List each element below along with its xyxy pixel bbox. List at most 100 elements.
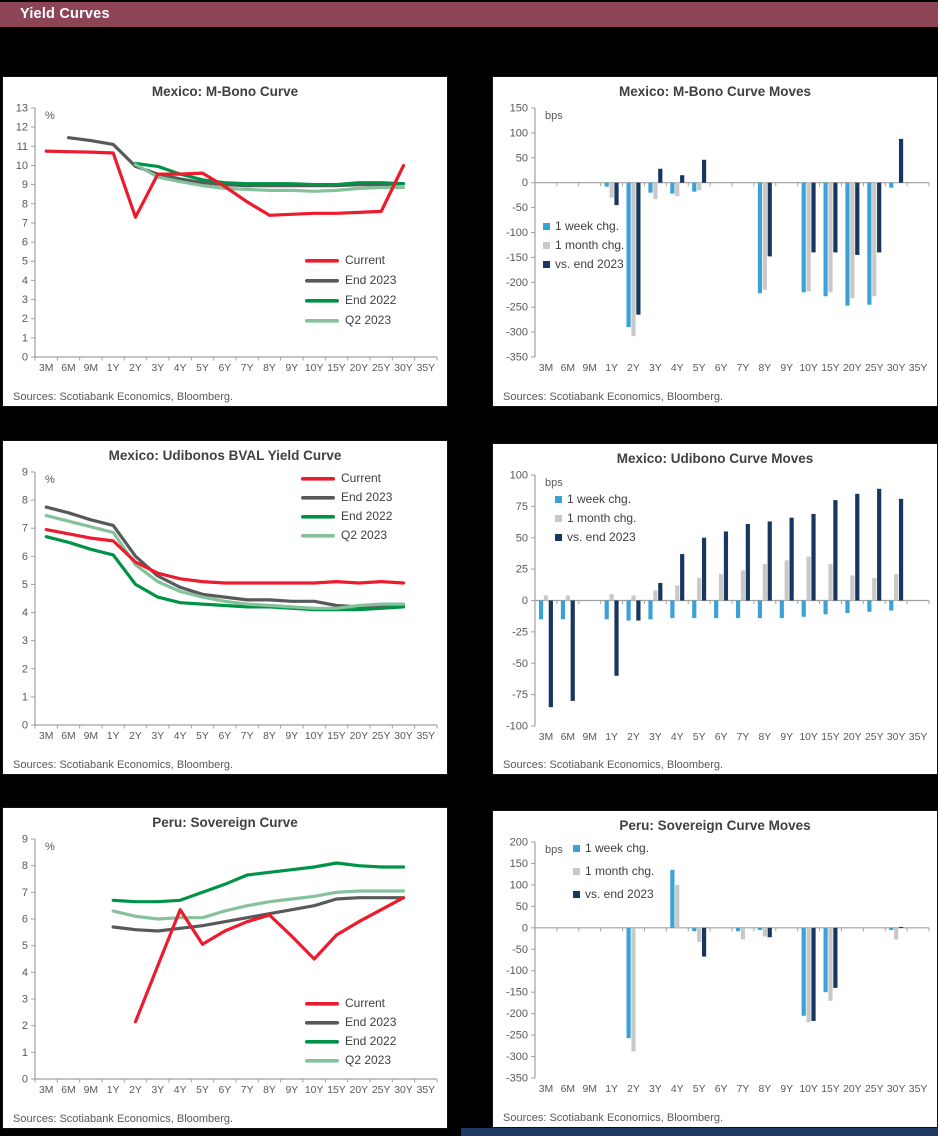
x-tick-label: 35Y — [909, 1084, 928, 1095]
x-tick-label: 35Y — [417, 1085, 436, 1096]
x-tick-label: 3M — [39, 363, 53, 374]
x-tick-label: 4Y — [671, 732, 684, 743]
legend-label: End 2022 — [345, 1034, 397, 1048]
bar — [653, 590, 658, 601]
bar — [609, 594, 614, 601]
bar — [898, 138, 904, 183]
y-tick-label: 8 — [22, 860, 28, 872]
bar — [560, 600, 566, 620]
bar — [867, 182, 872, 305]
y-tick-label: 6 — [22, 914, 28, 926]
axes: -100 -75 -50 -25 0 25 50 75 100 3M 6M 9M 1Y 2Y 3Y 4Y 5Y 6… — [506, 470, 930, 743]
legend-label: 1 month chg. — [567, 511, 636, 525]
y-tick-label: 2 — [22, 663, 28, 675]
x-tick-label: 4Y — [671, 363, 684, 374]
legend-label: Current — [341, 471, 382, 485]
legend-label: 1 week chg. — [585, 841, 649, 855]
x-tick-label: 6M — [61, 363, 75, 374]
x-tick-label: 9M — [84, 1085, 98, 1096]
y-tick-label: 200 — [510, 837, 528, 849]
legend-label: 1 month chg. — [585, 864, 654, 878]
legend-label: Current — [345, 253, 386, 267]
y-tick-label: 10 — [16, 160, 28, 172]
bar — [548, 600, 553, 708]
axis-unit-label: bps — [545, 477, 563, 489]
axes: -350 -300 -250 -200 -150 -100 -50 0 50 100 150 200 3… — [506, 837, 930, 1095]
y-tick-label: 5 — [22, 579, 28, 591]
legend-swatch-end-2023 — [305, 1021, 339, 1025]
x-tick-label: 30Y — [887, 732, 906, 743]
bar — [626, 927, 631, 1039]
x-tick-label: 20Y — [843, 363, 862, 374]
bar — [889, 182, 894, 188]
x-tick-label: 25Y — [865, 1084, 884, 1095]
x-tick-label: 6Y — [715, 363, 728, 374]
bar — [757, 927, 763, 930]
x-tick-label: 1Y — [605, 732, 618, 743]
y-tick-label: -75 — [512, 689, 528, 701]
y-tick-label: 12 — [16, 122, 28, 134]
x-tick-label: 20Y — [350, 363, 369, 374]
bar — [833, 500, 838, 601]
bar — [631, 927, 636, 1052]
y-tick-label: 150 — [510, 858, 528, 870]
y-tick-label: -50 — [512, 944, 528, 956]
bar — [735, 927, 741, 932]
y-tick-label: -100 — [506, 227, 528, 239]
bar — [811, 513, 816, 601]
bar — [636, 600, 641, 621]
y-tick-label: 7 — [22, 887, 28, 899]
y-tick-label: -50 — [512, 658, 528, 670]
y-tick-label: 9 — [22, 834, 28, 846]
axis-unit-label: bps — [545, 844, 563, 856]
x-tick-label: 15Y — [821, 363, 840, 374]
legend-swatch-vs-end-2023 — [573, 891, 580, 898]
bar — [811, 182, 816, 253]
sources-note: Sources: Scotiabank Economics, Bloomberg… — [503, 1112, 724, 1124]
bar — [762, 564, 767, 601]
y-tick-label: 0 — [22, 352, 28, 364]
y-tick-label: 3 — [22, 294, 28, 306]
x-tick-label: 7Y — [241, 1085, 254, 1096]
bar — [675, 182, 680, 197]
bar — [740, 927, 746, 940]
legend-swatch-1-week-chg — [543, 223, 550, 230]
x-tick-label: 9M — [583, 732, 597, 743]
x-tick-label: 10Y — [799, 732, 818, 743]
series-line-end-2022 — [44, 535, 406, 612]
bar — [898, 498, 904, 601]
y-tick-label: -350 — [506, 352, 528, 364]
bar — [636, 182, 641, 315]
x-tick-label: 9Y — [285, 1085, 298, 1096]
bar — [631, 182, 636, 337]
bar-series-1-week-chg — [538, 600, 894, 621]
bar-chart-mbono-moves: -350 -300 -250 -200 -150 -100 -50 0 50 100 150 3M 6M… — [506, 103, 930, 374]
legend-swatch-current — [301, 477, 335, 481]
bar — [740, 570, 746, 601]
x-tick-label: 25Y — [865, 732, 884, 743]
x-tick-label: 1Y — [107, 363, 120, 374]
legend-swatch-current — [305, 259, 339, 263]
chart-panel-udibono-moves: Mexico: Udibono Curve Moves -100 -75 -50 -2… — [492, 443, 938, 775]
x-tick-label: 5Y — [693, 732, 706, 743]
bar — [767, 521, 772, 601]
legend-swatch-q2-2023 — [305, 319, 339, 323]
x-tick-label: 4Y — [174, 731, 187, 742]
bar — [828, 564, 833, 601]
y-tick-label: 2 — [22, 1020, 28, 1032]
y-tick-label: 75 — [516, 501, 528, 513]
x-tick-label: 30Y — [887, 1084, 906, 1095]
x-tick-label: 25Y — [372, 1085, 391, 1096]
bar — [833, 927, 838, 988]
bar — [701, 159, 707, 183]
chart-panel-udibonos-curve: Mexico: Udibonos BVAL Yield Curve 0 1 2 3 4 5… — [2, 440, 448, 775]
x-tick-label: 6Y — [715, 1084, 728, 1095]
bar — [614, 600, 619, 676]
bar — [723, 531, 729, 601]
legend-label: Current — [345, 996, 386, 1010]
y-tick-label: 2 — [22, 313, 28, 325]
y-tick-label: -150 — [506, 252, 528, 264]
x-tick-label: 7Y — [737, 732, 750, 743]
